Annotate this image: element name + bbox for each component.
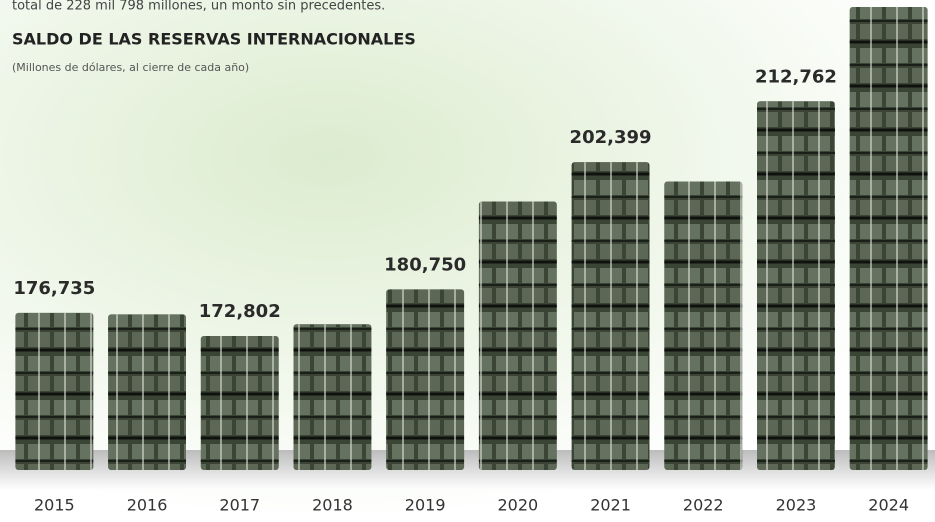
bar-texture — [757, 101, 835, 470]
lead-text: total de 228 mil 798 millones, un monto … — [12, 0, 385, 14]
x-tick-label: 2019 — [405, 496, 446, 515]
bar-texture — [849, 7, 928, 471]
x-tick-label: 2021 — [590, 496, 631, 515]
bar-texture — [108, 314, 186, 470]
bar-texture — [293, 324, 372, 470]
x-tick-label: 2016 — [127, 496, 168, 515]
x-tick-label: 2015 — [34, 496, 75, 515]
x-tick-label: 2022 — [683, 496, 724, 515]
chart-title: SALDO DE LAS RESERVAS INTERNACIONALES — [12, 30, 416, 49]
bar-texture — [664, 181, 743, 470]
value-label: 212,762 — [755, 66, 837, 87]
x-tick-label: 2020 — [497, 496, 538, 515]
value-label: 176,735 — [13, 278, 95, 299]
x-tick-label: 2018 — [312, 496, 353, 515]
bar-texture — [478, 201, 557, 470]
bar-texture — [571, 162, 650, 470]
chart-subtitle: (Millones de dólares, al cierre de cada … — [12, 61, 249, 74]
x-tick-label: 2017 — [219, 496, 260, 515]
value-label: 172,802 — [199, 301, 281, 322]
x-tick-label: 2023 — [776, 496, 817, 515]
value-label: 180,750 — [384, 254, 466, 275]
bar-texture — [15, 312, 94, 470]
plot: 2015 176,735 2016 2017 172,802 2018 2019 180,75… — [13, 7, 928, 515]
x-tick-label: 2024 — [868, 496, 909, 515]
bar-texture — [200, 336, 279, 470]
bar-texture — [386, 289, 465, 470]
value-label: 202,399 — [570, 127, 652, 148]
